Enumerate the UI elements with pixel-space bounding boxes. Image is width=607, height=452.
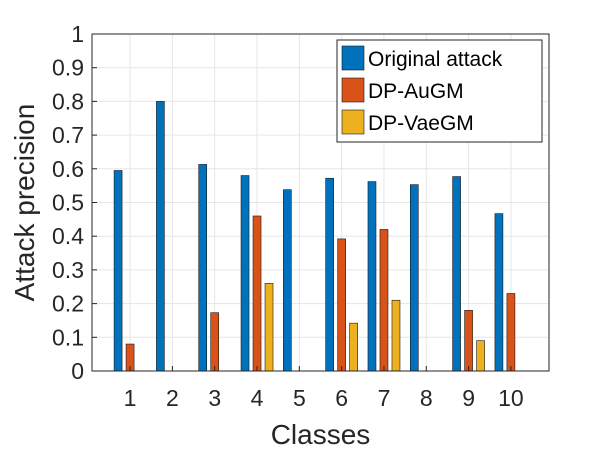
bar-series-2-class-4 bbox=[252, 215, 262, 372]
x-tick-label: 8 bbox=[420, 385, 433, 411]
y-tick-label: 0.9 bbox=[52, 55, 84, 81]
y-tick-label: 0.7 bbox=[52, 122, 84, 148]
x-tick-label: 6 bbox=[335, 385, 348, 411]
bar-series-2-class-9 bbox=[464, 310, 473, 372]
y-tick-label: 1 bbox=[71, 21, 84, 47]
x-tick-label: 2 bbox=[166, 385, 179, 411]
bar-series-1-class-1 bbox=[113, 170, 123, 372]
legend-swatch bbox=[341, 77, 365, 103]
x-tick-label: 1 bbox=[124, 385, 137, 411]
y-axis-title: Attack precision bbox=[9, 104, 40, 302]
bars bbox=[113, 101, 516, 372]
y-tick-label: 0.1 bbox=[52, 324, 84, 350]
x-tick-label: 10 bbox=[498, 385, 524, 411]
bar-series-3-class-9 bbox=[476, 340, 485, 372]
bar-series-3-class-4 bbox=[264, 283, 274, 372]
y-tick-label: 0.3 bbox=[52, 257, 84, 283]
y-tick-label: 0 bbox=[71, 358, 84, 384]
bar-series-1-class-5 bbox=[283, 189, 292, 372]
y-tick-label: 0.6 bbox=[52, 156, 84, 182]
legend-swatch bbox=[341, 109, 365, 135]
legend-entry: DP-VaeGM bbox=[368, 112, 474, 135]
bar-series-1-class-6 bbox=[325, 177, 334, 372]
bar-series-1-class-2 bbox=[156, 101, 165, 372]
bar-series-2-class-10 bbox=[506, 293, 516, 372]
bar-series-3-class-7 bbox=[391, 299, 401, 372]
x-tick-label: 3 bbox=[208, 385, 221, 411]
bar-series-1-class-9 bbox=[452, 176, 461, 372]
ticks: 0 0.1 0.2 0.3 0.4 0.5 0.6 0.7 0.8 0.9 1 1 2 3 4 5 6 7 8 9 10 bbox=[52, 21, 524, 411]
bar-series-1-class-8 bbox=[409, 184, 419, 372]
bar-series-2-class-6 bbox=[337, 238, 346, 372]
x-tick-label: 9 bbox=[462, 385, 475, 411]
y-tick-label: 0.2 bbox=[52, 291, 84, 317]
legend-entry: Original attack bbox=[368, 48, 503, 71]
legend-swatch bbox=[341, 45, 365, 71]
x-tick-label: 7 bbox=[378, 385, 391, 411]
bar-series-2-class-7 bbox=[379, 229, 389, 372]
bar-series-1-class-3 bbox=[198, 164, 208, 372]
y-tick-label: 0.4 bbox=[52, 223, 84, 249]
bar-series-3-class-6 bbox=[349, 322, 358, 372]
legend-entry: DP-AuGM bbox=[368, 80, 464, 103]
x-tick-label: 4 bbox=[251, 385, 264, 411]
y-tick-label: 0.5 bbox=[52, 190, 84, 216]
legend: Original attack DP-AuGM DP-VaeGM bbox=[336, 39, 543, 143]
x-tick-label: 5 bbox=[293, 385, 306, 411]
x-axis-title: Classes bbox=[271, 419, 371, 450]
bar-series-1-class-10 bbox=[494, 213, 504, 372]
bar-series-2-class-3 bbox=[210, 312, 220, 372]
bar-series-1-class-4 bbox=[240, 175, 250, 372]
y-tick-label: 0.8 bbox=[52, 88, 84, 114]
legend-box bbox=[336, 39, 543, 143]
bar-series-1-class-7 bbox=[367, 181, 377, 372]
